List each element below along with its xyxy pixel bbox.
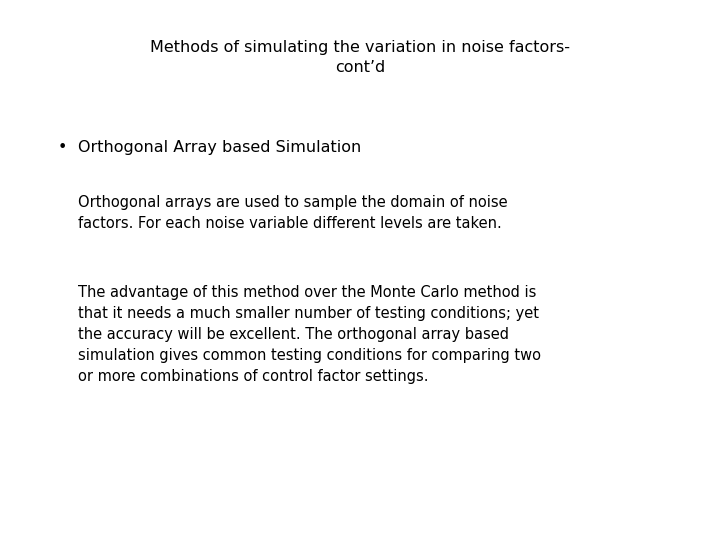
Text: Orthogonal Array based Simulation: Orthogonal Array based Simulation bbox=[78, 140, 361, 155]
Text: The advantage of this method over the Monte Carlo method is
that it needs a much: The advantage of this method over the Mo… bbox=[78, 285, 541, 384]
Text: Methods of simulating the variation in noise factors-
cont’d: Methods of simulating the variation in n… bbox=[150, 40, 570, 75]
Text: Orthogonal arrays are used to sample the domain of noise
factors. For each noise: Orthogonal arrays are used to sample the… bbox=[78, 195, 508, 231]
Text: •: • bbox=[58, 140, 68, 155]
